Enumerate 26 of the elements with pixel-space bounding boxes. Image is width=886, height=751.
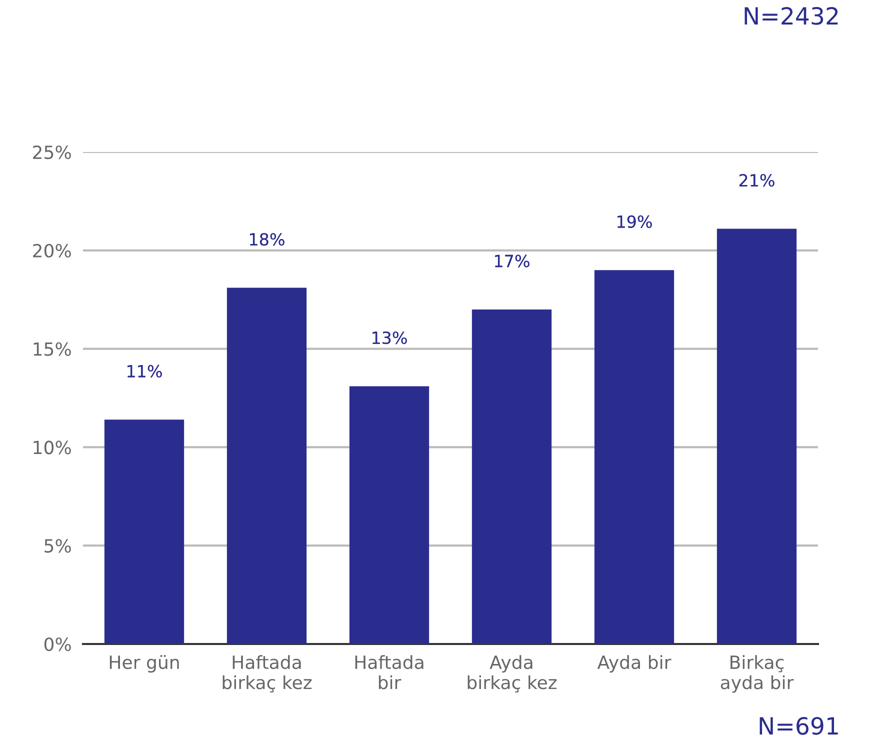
data-label: 13% [372,331,407,344]
x-tick-label: Ayda birkaç kez [468,655,557,693]
data-label: 17% [495,254,530,268]
text: N=2432 [744,6,838,25]
y-tick-label: 10% [34,440,71,454]
x-tick-label: Ayda bir [597,655,672,673]
data-label: 19% [618,215,652,228]
data-label: 11% [128,364,162,378]
data-label: 18% [250,233,284,246]
data-label: 21% [739,174,774,187]
bar [594,270,674,644]
bar [349,386,430,644]
x-tick-label: Birkaç ayda bir [720,655,794,693]
y-tick-label: 5% [44,539,71,553]
y-tick-label: 15% [34,342,71,356]
y-tick-label: 25% [33,145,71,160]
x-tick-label: Haftada bir [355,655,424,690]
bar [226,288,307,644]
bar [104,420,184,644]
text: N=691 [760,716,838,735]
bar [472,309,552,644]
y-tick-label: 20% [33,244,71,258]
bar [716,228,797,644]
x-tick-label: Her gün [110,655,179,673]
y-tick-label: 0% [44,637,71,652]
x-tick-label: Haftada birkaç kez [222,655,312,693]
